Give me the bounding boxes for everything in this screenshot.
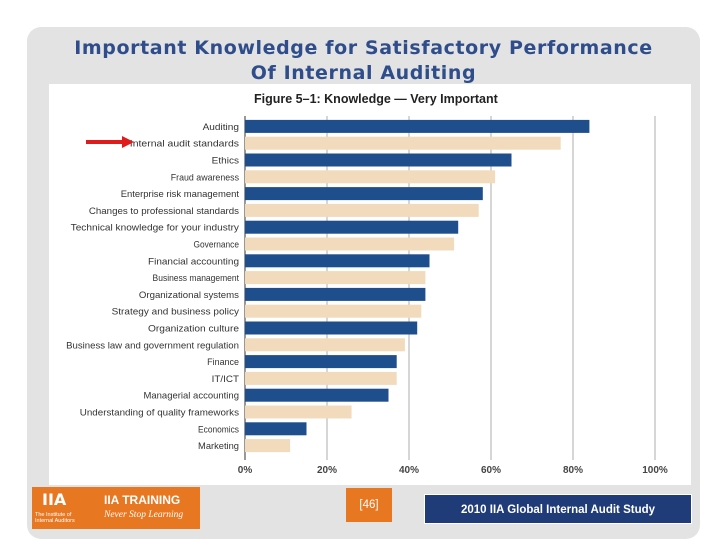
bar xyxy=(245,338,405,352)
category-label: Ethics xyxy=(212,156,240,167)
bar xyxy=(245,153,512,167)
iia-logo-text: IIA xyxy=(42,490,67,509)
red-arrow-icon xyxy=(86,136,134,148)
bar xyxy=(245,371,397,385)
category-label: Organization culture xyxy=(148,324,239,335)
bar xyxy=(245,422,307,436)
training-tagline: Never Stop Learning xyxy=(104,510,184,520)
category-label: Finance xyxy=(207,357,239,368)
slide-title: Important Knowledge for Satisfactory Per… xyxy=(27,36,700,86)
bar xyxy=(245,439,291,453)
category-label: Changes to professional standards xyxy=(89,206,239,217)
training-title: IIA TRAINING xyxy=(104,493,181,507)
bar xyxy=(245,119,590,133)
training-banner xyxy=(92,487,200,529)
bar xyxy=(245,237,455,251)
category-label: Governance xyxy=(194,240,240,251)
x-tick-label: 100% xyxy=(642,465,668,476)
bar xyxy=(245,321,418,335)
category-label: Internal audit standards xyxy=(130,139,239,150)
iia-logo-subtext: The Institute of Internal Auditors xyxy=(35,512,75,524)
bar xyxy=(245,170,496,184)
bar xyxy=(245,388,389,402)
figure-panel xyxy=(49,84,691,485)
category-label: Managerial accounting xyxy=(143,391,239,402)
category-label: Enterprise risk management xyxy=(121,189,240,200)
category-label: Understanding of quality frameworks xyxy=(80,408,240,419)
x-tick-label: 80% xyxy=(563,465,583,476)
page-number: [46] xyxy=(346,488,392,522)
bar xyxy=(245,304,422,318)
bar xyxy=(245,405,352,419)
slide-title-line2: Of Internal Auditing xyxy=(250,62,477,84)
bar xyxy=(245,203,479,217)
bar xyxy=(245,287,426,301)
x-tick-label: 40% xyxy=(399,465,419,476)
bar xyxy=(245,220,459,234)
bar xyxy=(245,136,561,150)
category-label: Financial accounting xyxy=(148,256,239,267)
category-label: Auditing xyxy=(203,122,239,133)
chart-title: Figure 5–1: Knowledge — Very Important xyxy=(254,92,498,106)
bar xyxy=(245,355,397,369)
bar xyxy=(245,254,430,268)
category-label: Organizational systems xyxy=(139,290,239,301)
study-label: 2010 IIA Global Internal Audit Study xyxy=(424,494,692,524)
iia-logo xyxy=(32,487,92,529)
bar xyxy=(245,187,483,201)
category-label: Fraud awareness xyxy=(171,172,239,183)
x-tick-label: 20% xyxy=(317,465,337,476)
category-label: Marketing xyxy=(198,441,239,452)
category-label: Technical knowledge for your industry xyxy=(71,223,240,234)
slide-title-line1: Important Knowledge for Satisfactory Per… xyxy=(74,37,653,59)
category-label: Business law and government regulation xyxy=(66,340,239,351)
category-label: Strategy and business policy xyxy=(112,307,240,318)
category-label: Business management xyxy=(153,273,240,284)
bar xyxy=(245,271,426,285)
category-label: IT/ICT xyxy=(212,374,239,385)
x-tick-label: 60% xyxy=(481,465,501,476)
category-label: Economics xyxy=(198,424,239,435)
x-tick-label: 0% xyxy=(238,465,253,476)
